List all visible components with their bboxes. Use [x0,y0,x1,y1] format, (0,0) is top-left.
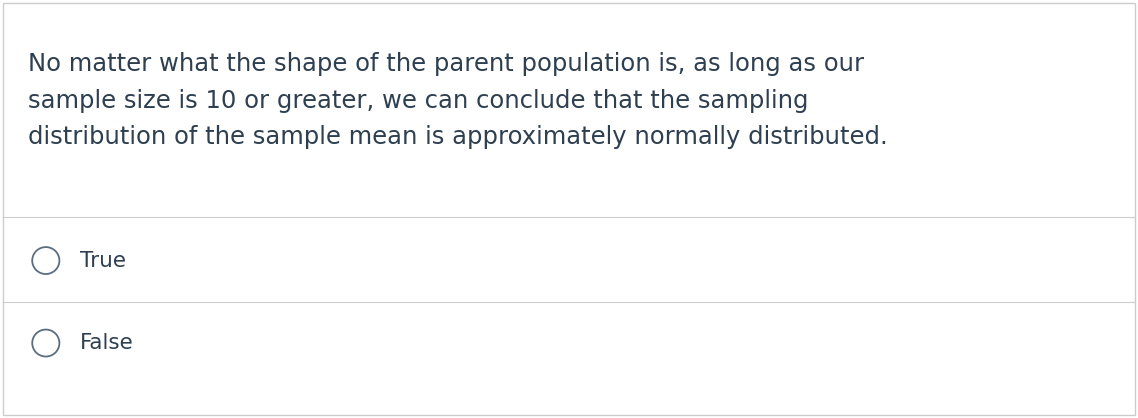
Text: No matter what the shape of the parent population is, as long as our
sample size: No matter what the shape of the parent p… [27,52,888,149]
Text: True: True [80,250,126,270]
Text: False: False [80,333,133,353]
